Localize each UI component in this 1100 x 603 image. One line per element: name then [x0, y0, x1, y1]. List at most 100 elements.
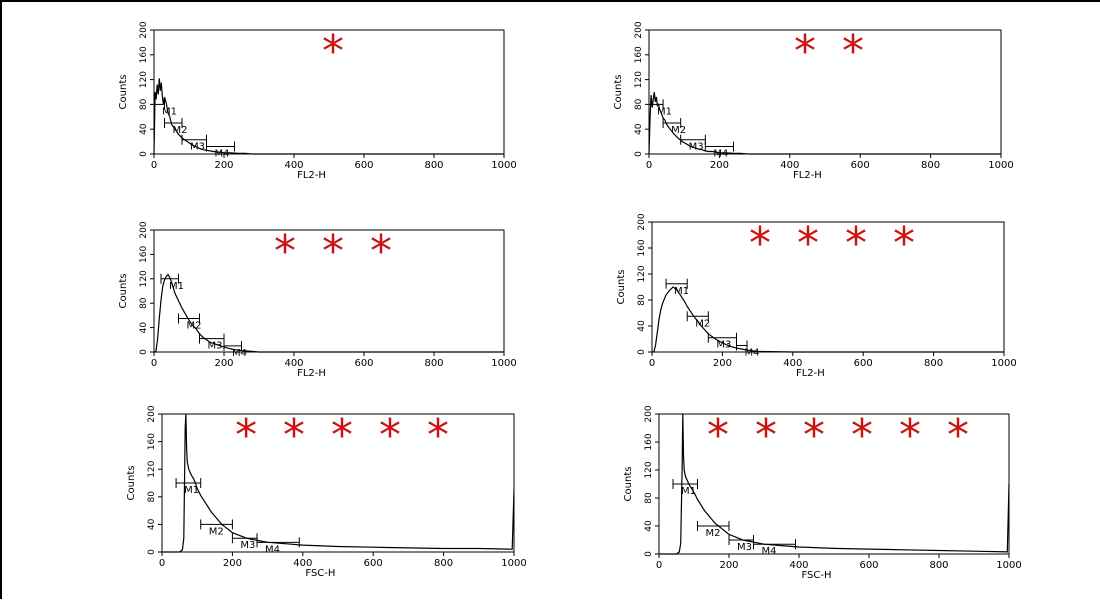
gate-marker-m4: M4	[704, 141, 734, 160]
gate-label: M2	[209, 526, 224, 537]
x-tick-label: 400	[284, 358, 303, 369]
gate-marker-m3: M3	[181, 134, 207, 153]
gate-label: M4	[265, 544, 280, 555]
x-tick-label: 800	[929, 560, 948, 571]
y-tick-label: 120	[644, 461, 654, 478]
x-tick-label: 800	[924, 358, 943, 369]
x-tick-label: 400	[293, 558, 312, 569]
x-axis-label: FL2-H	[297, 368, 326, 379]
chart-panel-3: 0 200 400 600 800 1000 0 40 80 120 160 200 FL2-H Coun…	[118, 221, 517, 379]
y-tick-label: 160	[634, 46, 644, 63]
gate-label: M3	[208, 341, 223, 352]
gate-label: M2	[695, 318, 710, 329]
x-tick-label: 0	[151, 160, 157, 171]
y-tick-label: 0	[139, 349, 149, 355]
x-tick-label: 400	[789, 560, 808, 571]
gate-marker-m2: M2	[200, 519, 233, 537]
x-tick-label: 200	[214, 358, 233, 369]
y-tick-label: 120	[139, 71, 149, 88]
x-tick-label: 1000	[996, 560, 1021, 571]
x-tick-label: 1000	[491, 160, 516, 171]
y-tick-label: 80	[634, 98, 644, 110]
x-tick-label: 0	[649, 358, 655, 369]
x-tick-label: 200	[223, 558, 242, 569]
gate-label: M4	[232, 348, 247, 359]
x-tick-label: 1000	[501, 558, 526, 569]
y-axis-label: Counts	[616, 270, 627, 305]
y-tick-label: 160	[637, 239, 647, 256]
significance-stars: * * * * * *	[707, 410, 975, 461]
y-tick-label: 80	[637, 294, 647, 306]
chart-panel-2: 0 200 400 600 800 1000 0 40 80 120 160 200 FL2-H Coun…	[613, 21, 1014, 181]
y-tick-label: 200	[637, 213, 647, 230]
x-tick-label: 0	[646, 160, 652, 171]
gate-marker-m4: M4	[223, 340, 247, 359]
y-tick-label: 0	[637, 349, 647, 355]
gate-label: M1	[681, 486, 696, 497]
x-tick-label: 200	[710, 160, 729, 171]
histogram-line	[659, 413, 1010, 555]
gate-marker-m4: M4	[735, 340, 759, 359]
gate-marker-m1: M1	[672, 479, 698, 497]
gate-label: M3	[240, 540, 255, 551]
y-axis-label: Counts	[118, 274, 129, 309]
gate-label: M4	[762, 546, 777, 557]
y-tick-label: 0	[139, 151, 149, 157]
y-tick-label: 0	[147, 549, 157, 555]
chart-panel-1: 0 200 400 600 800 1000 0 40 80 120 160 200 FL2-H Coun…	[118, 21, 517, 181]
x-tick-label: 200	[214, 160, 233, 171]
gate-marker-m3: M3	[707, 332, 737, 351]
y-tick-label: 40	[644, 520, 654, 532]
gate-label: M1	[162, 106, 177, 117]
gate-label: M2	[671, 125, 686, 136]
x-tick-label: 1000	[991, 358, 1016, 369]
gate-marker-m2: M2	[178, 313, 202, 331]
y-tick-label: 120	[637, 265, 647, 282]
gate-label: M1	[169, 281, 184, 292]
x-tick-label: 600	[354, 358, 373, 369]
y-tick-label: 160	[139, 246, 149, 263]
gate-label: M4	[215, 149, 230, 160]
x-tick-label: 600	[364, 558, 383, 569]
gate-marker-m1: M1	[175, 478, 202, 496]
chart-panel-4: 0 200 400 600 800 1000 0 40 80 120 160 200 FL2-H Coun…	[616, 213, 1017, 379]
significance-stars: * * * * *	[235, 410, 455, 461]
gate-label: M1	[674, 286, 689, 297]
y-tick-label: 80	[147, 491, 157, 503]
y-tick-label: 200	[634, 21, 644, 38]
x-tick-label: 600	[354, 160, 373, 171]
y-tick-label: 120	[147, 460, 157, 477]
gate-label: M1	[184, 485, 199, 496]
gate-marker-m3: M3	[680, 134, 706, 153]
x-axis-label: FSC-H	[801, 570, 831, 581]
gate-marker-m1: M1	[153, 99, 177, 117]
chart-panel-5: 0 200 400 600 800 1000 0 40 80 120 160 200 FSC-H Coun…	[126, 405, 527, 579]
x-tick-label: 600	[854, 358, 873, 369]
gate-marker-m1: M1	[648, 99, 672, 117]
y-tick-label: 120	[634, 71, 644, 88]
significance-stars: * * * *	[749, 218, 921, 269]
y-tick-label: 200	[139, 21, 149, 38]
chart-panel-6: 0 200 400 600 800 1000 0 40 80 120 160 200 FSC-H Coun…	[623, 405, 1022, 581]
x-tick-label: 800	[424, 160, 443, 171]
histogram-line	[652, 286, 1004, 353]
histogram-line	[153, 78, 504, 155]
gate-marker-m3: M3	[728, 535, 754, 553]
y-axis-label: Counts	[613, 75, 624, 110]
gate-marker-m3: M3	[231, 533, 258, 551]
gate-label: M3	[716, 340, 731, 351]
x-tick-label: 400	[284, 160, 303, 171]
y-tick-label: 40	[637, 320, 647, 332]
x-tick-label: 800	[921, 160, 940, 171]
x-tick-label: 400	[780, 160, 799, 171]
y-tick-label: 0	[634, 151, 644, 157]
x-tick-label: 1000	[491, 358, 516, 369]
gate-marker-m2: M2	[697, 521, 730, 539]
x-tick-label: 200	[713, 358, 732, 369]
y-tick-label: 80	[139, 297, 149, 309]
gate-label: M3	[737, 542, 752, 553]
x-tick-label: 0	[656, 560, 662, 571]
x-axis-label: FL2-H	[297, 170, 326, 181]
